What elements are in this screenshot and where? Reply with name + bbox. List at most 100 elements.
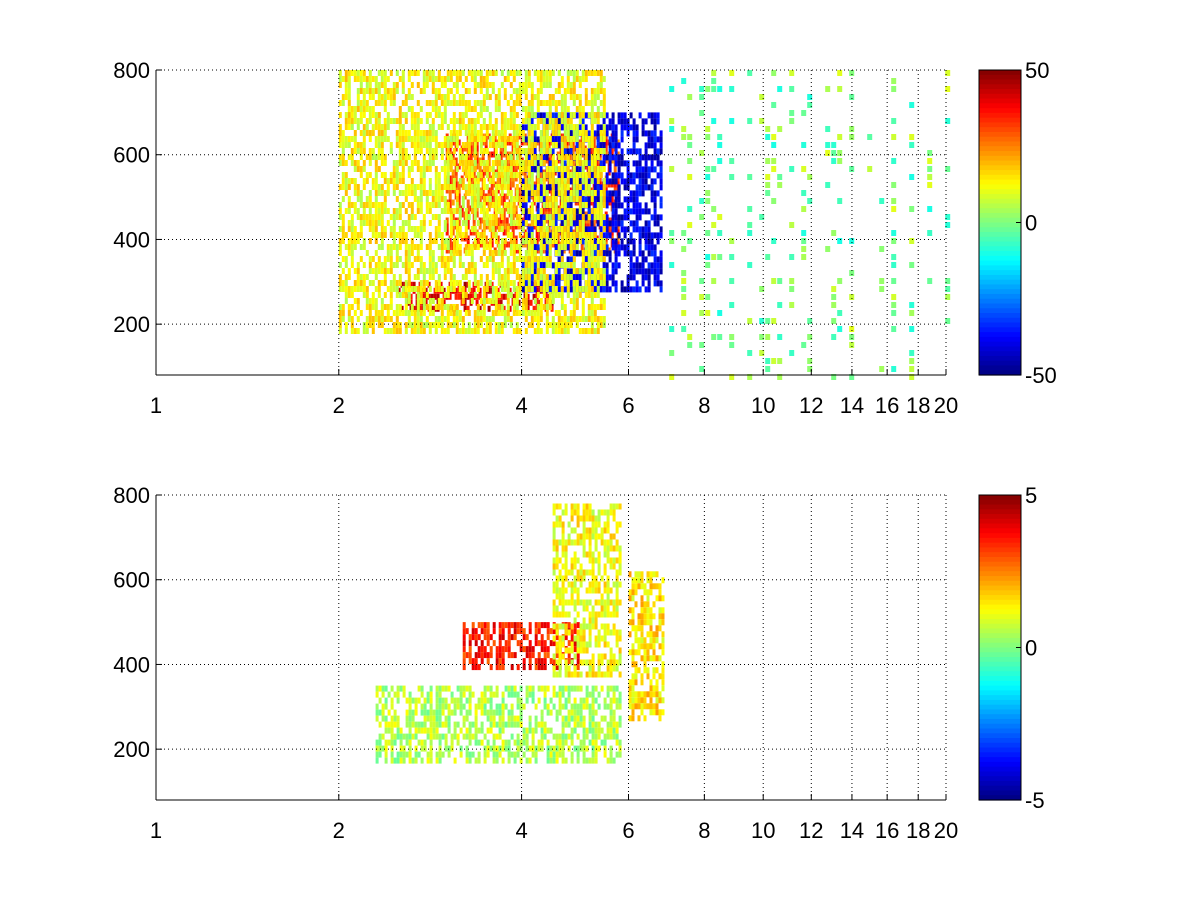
heatmap-cell [473, 82, 477, 88]
heatmap-cell [395, 250, 399, 256]
heatmap-cell [629, 124, 633, 131]
heatmap-cell [507, 646, 511, 653]
heatmap-cell [534, 664, 538, 671]
heatmap-cell [644, 184, 648, 191]
heatmap-cell [431, 196, 435, 202]
heatmap-cell [629, 286, 633, 293]
axes [155, 69, 947, 376]
heatmap-cell [341, 100, 345, 106]
heatmap-cell [530, 208, 534, 214]
heatmap-cell [578, 238, 582, 244]
heatmap-cell [392, 232, 396, 238]
heatmap-cell [530, 118, 534, 125]
heatmap-cell [511, 151, 515, 158]
heatmap-cell [341, 142, 345, 148]
heatmap-cell [395, 316, 399, 322]
heatmap-cell [556, 157, 560, 164]
heatmap-cell [536, 154, 540, 160]
heatmap-cell [341, 304, 345, 310]
heatmap-cell [543, 658, 547, 665]
heatmap-cell [462, 658, 466, 665]
heatmap-cell [557, 328, 561, 334]
heatmap-cell [533, 214, 537, 220]
heatmap-cell [350, 238, 354, 244]
heatmap-cell [581, 316, 585, 322]
heatmap-cell [374, 196, 378, 202]
heatmap-cell [398, 274, 402, 280]
heatmap-cell [353, 190, 357, 196]
heatmap-cell [530, 184, 534, 190]
heatmap-cell [437, 172, 441, 178]
heatmap-cell [536, 262, 540, 268]
heatmap-cell [491, 220, 495, 226]
heatmap-cell [759, 214, 765, 220]
heatmap-cell [457, 293, 461, 300]
heatmap-cell [362, 274, 366, 280]
heatmap-cell [338, 154, 342, 160]
heatmap-cell [401, 310, 405, 316]
heatmap-cell [837, 238, 843, 244]
heatmap-cell [590, 136, 594, 142]
heatmap-cell [535, 247, 539, 254]
heatmap-cell [566, 88, 570, 94]
heatmap-cell [419, 262, 423, 268]
heatmap-cell [572, 190, 576, 196]
heatmap-cell [462, 664, 466, 671]
heatmap-cell [402, 685, 406, 692]
heatmap-cell [350, 148, 354, 154]
heatmap-cell [416, 202, 420, 208]
heatmap-cell [572, 196, 576, 202]
heatmap-cell [560, 178, 564, 184]
heatmap-cell [374, 184, 378, 190]
heatmap-cell [407, 76, 411, 82]
heatmap-cell [539, 250, 543, 256]
heatmap-cell [593, 202, 597, 209]
heatmap-cell [396, 691, 400, 698]
heatmap-cell [533, 124, 537, 130]
heatmap-cell [527, 322, 531, 328]
heatmap-cell [380, 202, 384, 208]
heatmap-cell [449, 160, 453, 166]
heatmap-cell [458, 328, 462, 334]
heatmap-cell [347, 208, 351, 214]
heatmap-cell [545, 172, 549, 178]
heatmap-cell [506, 70, 510, 76]
heatmap-cell [485, 160, 489, 166]
heatmap-cell [563, 202, 567, 208]
heatmap-cell [523, 241, 527, 248]
heatmap-cell [659, 280, 663, 287]
heatmap-cell [572, 100, 576, 106]
heatmap-cell [602, 220, 606, 227]
colorbar-segment [979, 136, 1021, 143]
heatmap-cell [478, 241, 482, 248]
heatmap-cell [566, 76, 570, 82]
heatmap-cell [440, 190, 444, 196]
heatmap-cell [410, 70, 414, 76]
heatmap-cell [629, 250, 633, 257]
heatmap-cell [584, 244, 588, 250]
heatmap-cell [629, 208, 633, 215]
heatmap-cell [432, 709, 436, 716]
heatmap-cell [501, 652, 505, 659]
heatmap-cell [512, 76, 516, 82]
heatmap-cell [458, 316, 462, 322]
heatmap-cell [771, 70, 777, 76]
heatmap-cell [404, 268, 408, 274]
heatmap-cell [341, 76, 345, 82]
heatmap-cell [350, 256, 354, 262]
heatmap-cell [638, 214, 642, 221]
heatmap-cell [590, 256, 594, 262]
heatmap-cell [506, 154, 510, 160]
heatmap-cell [578, 316, 582, 322]
heatmap-cell [471, 634, 475, 641]
heatmap-cell [535, 139, 539, 146]
heatmap-cell [521, 178, 525, 185]
heatmap-cell [560, 292, 564, 298]
heatmap-cell [699, 278, 705, 284]
heatmap-cell [593, 244, 597, 250]
heatmap-cell [611, 154, 615, 161]
heatmap-cell [410, 160, 414, 166]
heatmap-cell [368, 70, 372, 76]
heatmap-cell [705, 262, 711, 268]
heatmap-cell [383, 106, 387, 112]
